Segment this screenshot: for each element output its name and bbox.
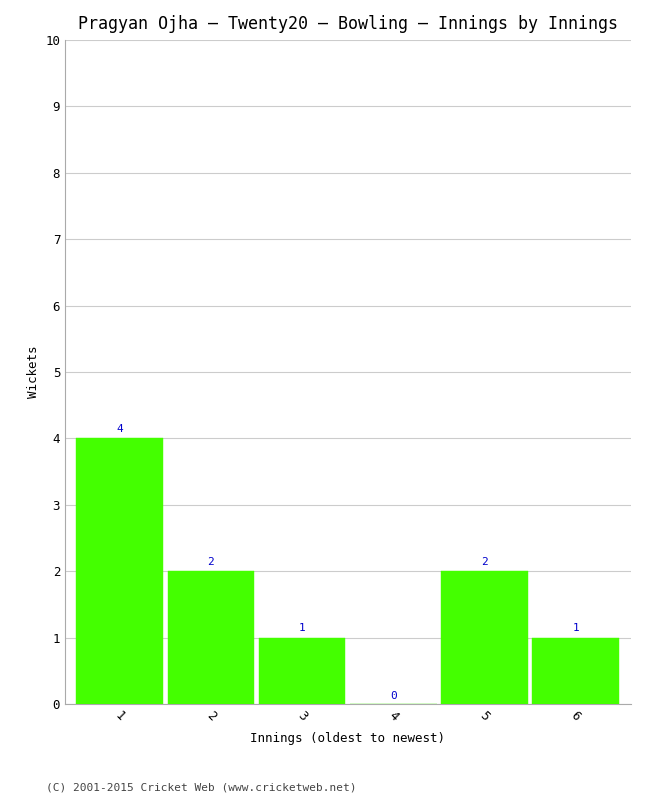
Title: Pragyan Ojha – Twenty20 – Bowling – Innings by Innings: Pragyan Ojha – Twenty20 – Bowling – Inni… xyxy=(78,15,618,33)
Text: 0: 0 xyxy=(390,690,396,701)
Text: 1: 1 xyxy=(299,623,305,633)
Bar xyxy=(168,571,254,704)
Text: (C) 2001-2015 Cricket Web (www.cricketweb.net): (C) 2001-2015 Cricket Web (www.cricketwe… xyxy=(46,782,356,792)
Bar xyxy=(532,638,619,704)
Bar xyxy=(77,438,163,704)
X-axis label: Innings (oldest to newest): Innings (oldest to newest) xyxy=(250,732,445,745)
Y-axis label: Wickets: Wickets xyxy=(27,346,40,398)
Bar xyxy=(259,638,345,704)
Text: 1: 1 xyxy=(573,623,579,633)
Text: 4: 4 xyxy=(116,424,123,434)
Text: 2: 2 xyxy=(207,557,214,566)
Bar xyxy=(441,571,528,704)
Text: 2: 2 xyxy=(481,557,488,566)
